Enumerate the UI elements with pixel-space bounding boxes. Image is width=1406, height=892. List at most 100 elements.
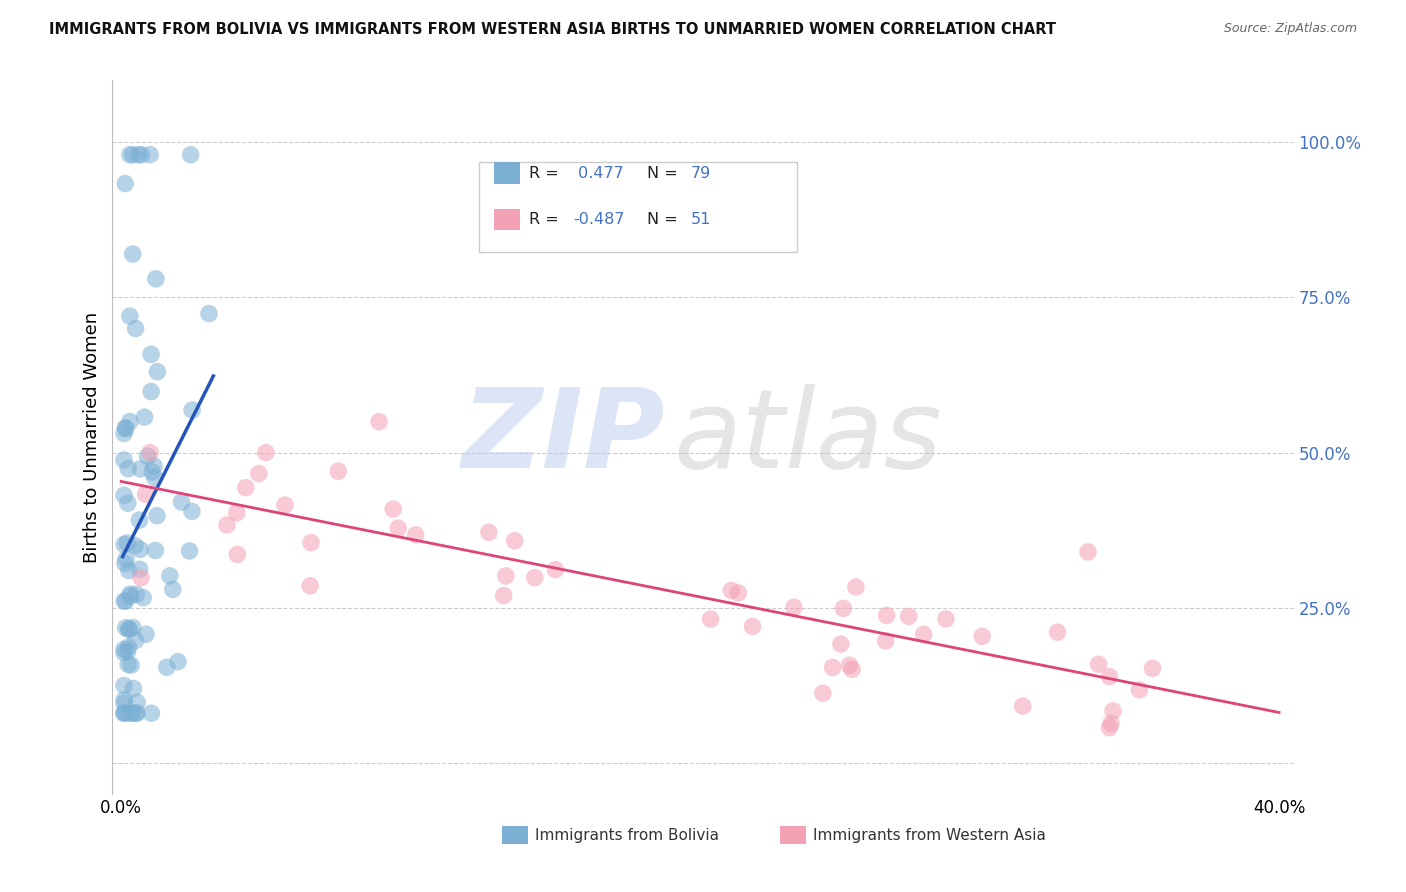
Point [146,508,169,523]
Point [720,583,742,598]
Point [112,594,135,608]
Point [523,571,546,585]
Point [128,147,150,161]
Point [838,658,860,673]
Point [405,528,427,542]
Point [167,655,190,669]
Point [215,518,238,533]
Point [139,147,162,161]
Point [112,642,135,657]
Text: atlas: atlas [673,384,942,491]
Text: N =: N = [648,166,683,180]
Point [897,609,920,624]
Text: Immigrants from Western Asia: Immigrants from Western Asia [813,828,1046,843]
Point [125,706,148,721]
Text: 79: 79 [692,166,711,180]
Point [741,619,763,633]
Point [122,681,145,696]
Point [114,557,136,571]
Point [112,678,135,692]
Point [121,247,143,261]
Point [118,309,141,323]
Point [114,177,136,191]
Point [112,646,135,660]
Point [117,461,139,475]
Point [124,539,146,553]
Point [170,495,193,509]
Point [912,627,935,641]
Point [132,591,155,605]
Point [274,498,297,512]
Point [146,365,169,379]
Point [114,421,136,435]
Point [1099,716,1122,731]
Point [114,706,136,721]
Point [112,692,135,706]
Point [117,623,139,637]
Text: -0.487: -0.487 [574,212,624,227]
Point [368,415,391,429]
Point [139,347,162,361]
Point [254,445,277,459]
Point [1098,670,1121,684]
Point [876,608,898,623]
Point [117,640,139,654]
Text: Source: ZipAtlas.com: Source: ZipAtlas.com [1223,22,1357,36]
Point [299,535,322,549]
Point [141,706,163,721]
Point [120,658,142,673]
Point [145,272,167,286]
Point [783,600,806,615]
Point [299,579,322,593]
Text: 51: 51 [692,212,711,227]
Point [118,147,141,161]
Point [832,601,855,615]
Point [143,458,166,473]
Point [495,569,517,583]
Point [121,706,143,721]
Text: R =: R = [530,166,564,180]
Point [1046,625,1069,640]
Point [935,612,957,626]
Point [972,629,994,643]
Point [129,462,152,476]
Point [115,552,138,566]
Text: R =: R = [530,212,564,227]
Point [226,548,249,562]
Point [114,422,136,436]
Point [181,504,204,518]
Point [121,147,143,161]
Point [135,627,157,641]
Text: ZIP: ZIP [461,384,665,491]
Point [387,521,409,535]
Text: N =: N = [648,212,683,227]
Point [1128,682,1150,697]
Point [179,544,201,558]
Point [134,410,156,425]
Point [112,696,135,710]
Point [845,580,868,594]
Point [235,481,257,495]
Point [727,586,749,600]
Point [112,706,135,721]
Point [1011,699,1033,714]
Point [225,506,247,520]
Point [328,464,350,478]
Point [112,537,135,551]
FancyBboxPatch shape [494,209,520,230]
Point [141,465,163,479]
Text: IMMIGRANTS FROM BOLIVIA VS IMMIGRANTS FROM WESTERN ASIA BIRTHS TO UNMARRIED WOME: IMMIGRANTS FROM BOLIVIA VS IMMIGRANTS FR… [49,22,1056,37]
Point [503,533,526,548]
Point [143,470,166,484]
Point [120,706,142,721]
Point [112,488,135,502]
FancyBboxPatch shape [478,162,797,252]
Point [122,621,145,635]
Point [125,706,148,721]
Point [125,587,148,601]
Point [118,622,141,636]
Point [114,621,136,635]
Point [156,660,179,674]
Point [112,706,135,720]
Point [145,543,167,558]
